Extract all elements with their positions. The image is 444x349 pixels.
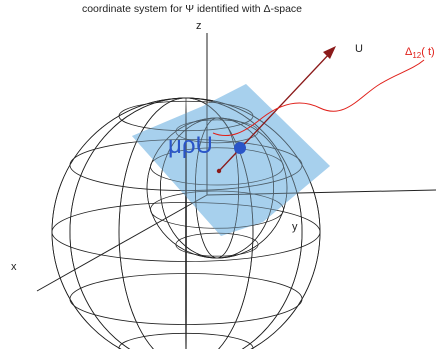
z-axis-label: z: [196, 20, 202, 32]
vector-u-label: U: [355, 43, 363, 55]
outer-sphere-latitude-ring: [70, 273, 302, 324]
y-axis-label: y: [292, 221, 298, 233]
delta-argument: ( t): [421, 46, 434, 58]
state-point-icon: [234, 142, 246, 154]
x-axis-label: x: [11, 261, 17, 273]
diagram-title: coordinate system for Ψ identified with …: [82, 3, 302, 15]
outer-sphere-latitude-ring: [52, 203, 320, 262]
delta-curve-label: Δ12( t): [405, 46, 435, 60]
vector-u-arrowhead: [323, 46, 336, 59]
vector-origin-dot: [217, 169, 221, 173]
plane-label: μρU: [168, 132, 213, 159]
outer-sphere-latitude-ring: [119, 333, 253, 349]
inner-sphere-latitude-ring: [176, 233, 258, 256]
